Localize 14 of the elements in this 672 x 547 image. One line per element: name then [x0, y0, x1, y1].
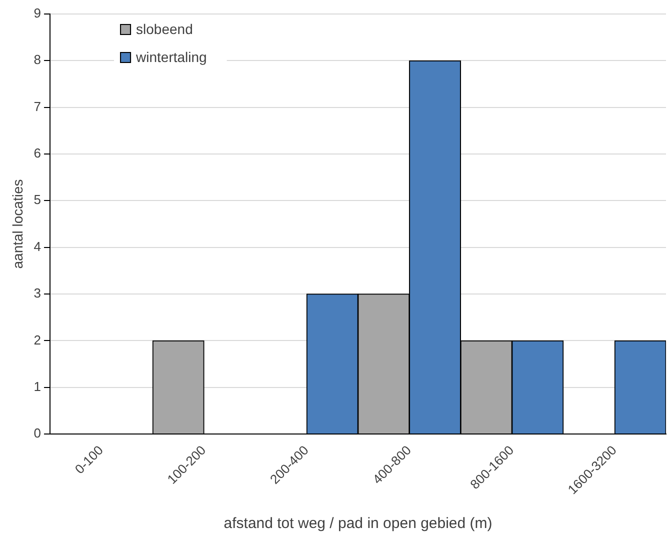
y-tick-label: 7 — [34, 98, 42, 114]
x-axis-title: afstand tot weg / pad in open gebied (m) — [224, 515, 492, 532]
y-tick-label: 8 — [34, 52, 42, 68]
y-tick-label: 9 — [34, 6, 42, 21]
y-tick-label: 5 — [34, 192, 42, 208]
y-tick-label: 2 — [34, 332, 42, 348]
y-tick-label: 0 — [34, 426, 42, 441]
legend-label: wintertaling — [135, 48, 207, 65]
y-tick-label: 1 — [34, 378, 42, 394]
legend-label: slobeend — [136, 20, 193, 37]
y-tick-label: 4 — [34, 238, 42, 254]
y-tick-label: 6 — [34, 146, 42, 161]
y-tick-label: 3 — [34, 286, 42, 301]
y-axis-title: aantal locaties — [9, 179, 26, 269]
